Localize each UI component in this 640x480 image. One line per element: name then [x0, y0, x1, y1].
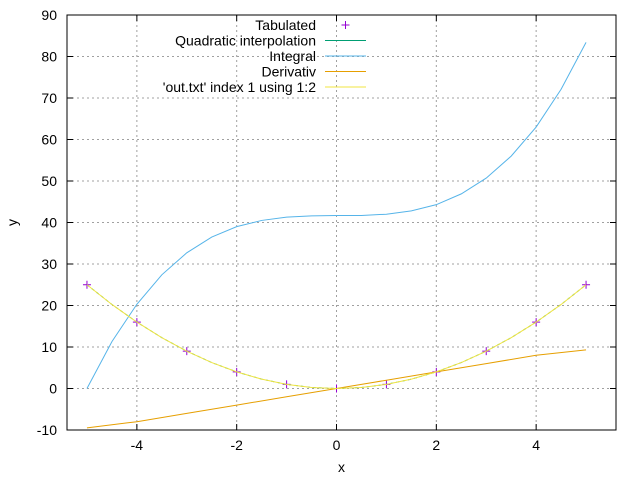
y-tick-label: 30	[41, 256, 57, 272]
x-tick-label: 4	[532, 437, 540, 453]
legend-label: Quadratic interpolation	[175, 33, 316, 49]
legend-label: Tabulated	[255, 17, 316, 33]
series-layer	[82, 42, 591, 429]
data-point-tabulated	[582, 280, 591, 289]
legend-label: Integral	[269, 48, 316, 64]
y-tick-label: 90	[41, 7, 57, 23]
legend-label: Derivativ	[262, 64, 316, 80]
y-axis-label: y	[4, 219, 20, 226]
series-line-4	[86, 284, 587, 390]
y-tick-label: 60	[41, 132, 57, 148]
y-tick-label: 20	[41, 298, 57, 314]
series-line-2	[86, 42, 587, 389]
y-tick-label: -10	[37, 422, 57, 438]
y-tick-label: 50	[41, 173, 57, 189]
x-tick-label: -2	[230, 437, 243, 453]
y-tick-label: 70	[41, 90, 57, 106]
x-axis-label: x	[338, 459, 345, 475]
legend-swatch	[341, 21, 350, 29]
y-tick-label: 80	[41, 49, 57, 65]
x-tick-label: 2	[432, 437, 440, 453]
ticks: -4 -2 0 2 4 -10 0 10 20 30 40 50 60 70 80 90	[37, 7, 616, 453]
y-tick-label: 40	[41, 215, 57, 231]
y-tick-label: 0	[49, 381, 57, 397]
grid	[67, 15, 616, 430]
x-tick-label: 0	[333, 437, 341, 453]
legend-label: 'out.txt' index 1 using 1:2	[163, 79, 316, 95]
y-tick-label: 10	[41, 339, 57, 355]
x-tick-label: -4	[131, 437, 144, 453]
